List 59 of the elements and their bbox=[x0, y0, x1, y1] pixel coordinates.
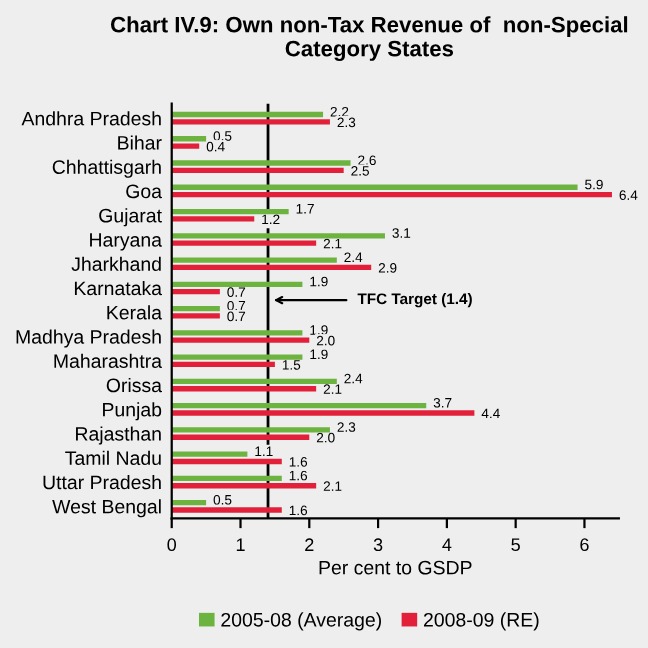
bar bbox=[171, 160, 351, 166]
y-tick-label: West Bengal bbox=[52, 499, 161, 518]
bar bbox=[171, 264, 372, 271]
y-tick-label: Punjab bbox=[103, 402, 162, 421]
legend-label: 2008-09 (RE) bbox=[423, 612, 539, 631]
x-tick-label: 5 bbox=[511, 538, 520, 552]
bar bbox=[171, 427, 330, 433]
y-tick-label: Rajasthan bbox=[76, 426, 161, 445]
x-tick-label: 4 bbox=[442, 538, 452, 551]
bar bbox=[171, 402, 427, 409]
bar bbox=[171, 410, 475, 416]
bar bbox=[171, 119, 330, 125]
y-tick-label: Orissa bbox=[106, 377, 162, 393]
x-tick-label: 6 bbox=[580, 538, 589, 552]
bar bbox=[171, 458, 282, 465]
y-tick-label: Uttar Pradesh bbox=[43, 474, 161, 490]
bar bbox=[171, 434, 310, 440]
y-tick-label: Kerala bbox=[107, 305, 162, 320]
bar bbox=[171, 475, 282, 482]
bar bbox=[171, 451, 248, 457]
bar bbox=[171, 143, 200, 149]
bar bbox=[171, 337, 310, 343]
bar bbox=[171, 191, 612, 198]
y-tick-label: Andhra Pradesh bbox=[21, 111, 161, 126]
bar bbox=[171, 257, 337, 263]
y-tick-label: Tamil Nadu bbox=[65, 450, 161, 466]
y-tick-label: Bihar bbox=[118, 135, 162, 150]
y-tick-label: Goa bbox=[126, 184, 162, 199]
bar bbox=[171, 361, 275, 368]
bar bbox=[171, 507, 282, 513]
x-tick-label: 3 bbox=[373, 538, 383, 552]
x-tick-label: 1 bbox=[236, 538, 245, 551]
bar bbox=[171, 167, 344, 174]
bar bbox=[171, 330, 303, 336]
x-tick-label: 2 bbox=[305, 538, 314, 551]
legend-label: 2005-08 (Average) bbox=[221, 612, 381, 631]
bar bbox=[171, 378, 337, 385]
bar bbox=[171, 240, 317, 246]
bar bbox=[171, 313, 220, 319]
y-tick-label: Chhattisgarh bbox=[52, 159, 161, 178]
bar bbox=[171, 111, 324, 118]
y-tick-label: Karnataka bbox=[74, 280, 162, 296]
y-tick-label: Haryana bbox=[90, 233, 162, 251]
bar bbox=[171, 216, 255, 222]
bar bbox=[171, 385, 317, 392]
y-tick-label: Maharashtra bbox=[54, 353, 163, 368]
bar bbox=[171, 354, 303, 360]
y-tick-label: Jharkhand bbox=[71, 256, 161, 271]
bar bbox=[171, 482, 317, 489]
x-tick-label: 0 bbox=[167, 538, 177, 552]
bar bbox=[171, 281, 303, 288]
x-axis-title: Per cent to GSDP bbox=[319, 560, 472, 575]
bar bbox=[171, 233, 385, 239]
bar bbox=[171, 208, 289, 215]
bar bbox=[171, 136, 207, 142]
chart-title: Chart IV.9: Own non-Tax Revenue of non-Special Category States bbox=[110, 16, 628, 61]
y-tick-label: Gujarat bbox=[99, 208, 162, 227]
y-tick-label: Madhya Pradesh bbox=[16, 329, 161, 348]
bar bbox=[171, 184, 578, 191]
